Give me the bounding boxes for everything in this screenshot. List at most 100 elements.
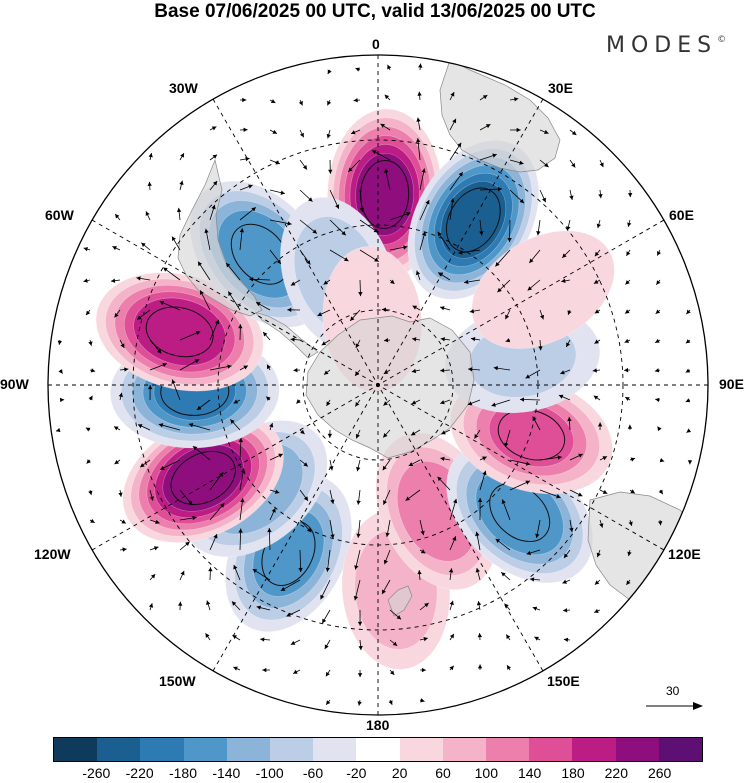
wind-arrow-head: [628, 521, 633, 526]
polar-map: [47, 54, 709, 716]
wind-arrow-head: [514, 97, 519, 102]
wind-arrow-head: [464, 279, 469, 285]
colorbar-tick-label: -180: [168, 765, 198, 781]
colorbar-tick-label: -140: [212, 765, 241, 781]
wind-arrow-head: [192, 515, 197, 521]
wind-arrow-head: [260, 637, 265, 642]
wind-arrow-head: [156, 349, 162, 354]
wind-arrow-head: [383, 433, 388, 438]
wind-arrow-head: [59, 397, 65, 403]
wind-arrow-head: [228, 291, 233, 296]
wind-arrow-head: [382, 589, 386, 595]
wind-arrow-head: [505, 314, 510, 320]
wind-arrow-head: [562, 579, 567, 584]
wind-arrow-head: [148, 153, 153, 158]
wind-arrow-head: [358, 292, 363, 297]
wind-arrow-head: [593, 279, 599, 284]
wind-arrow-head: [272, 129, 277, 134]
wind-arrow-head: [411, 431, 416, 436]
wind-arrow-head: [233, 399, 239, 404]
wind-arrow-head: [330, 499, 335, 504]
wind-arrow-head: [357, 701, 362, 706]
wind-arrow-head: [306, 260, 311, 265]
wind-arrow-head: [567, 416, 572, 422]
wind-arrow-head: [147, 181, 152, 187]
wind-arrow-head: [374, 257, 379, 262]
wind-arrow-head: [136, 276, 141, 281]
wind-arrow-head: [57, 340, 63, 345]
wind-arrow-head: [440, 337, 445, 342]
wind-arrow-head: [240, 468, 246, 473]
wind-arrow-head: [205, 633, 210, 638]
colorbar-swatch: [183, 738, 227, 761]
wind-arrow-head: [266, 396, 271, 401]
wind-arrow-head: [83, 278, 88, 283]
wind-arrow-head: [525, 374, 531, 379]
wind-arrow-head: [159, 300, 165, 306]
colorbar-swatch: [313, 738, 357, 761]
wind-arrow-head: [506, 634, 511, 640]
wind-arrow-head: [658, 489, 663, 495]
wind-arrow-head: [262, 667, 267, 673]
wind-arrow-head: [685, 398, 691, 403]
wind-arrow-head: [137, 424, 143, 429]
wind-arrow-head: [437, 476, 442, 482]
wind-arrow-head: [212, 180, 218, 186]
wind-arrow-head: [351, 130, 356, 135]
anomaly-contour: [133, 297, 226, 366]
parallel-middle: [217, 224, 539, 546]
colorbar-swatch: [54, 738, 98, 761]
wind-arrow-head: [685, 368, 691, 373]
wind-arrow-head: [355, 343, 360, 348]
wind-arrow-head: [421, 231, 427, 236]
wind-arrow-head: [412, 337, 417, 342]
wind-arrow-head: [290, 337, 295, 342]
wind-arrow-head: [303, 496, 309, 501]
africa-landmass: [439, 59, 561, 173]
wind-arrow-head: [479, 231, 484, 236]
wind-arrow-head: [177, 601, 183, 606]
wind-arrow-head: [188, 500, 193, 506]
wind-arrow-head: [280, 586, 286, 591]
wind-arrow-head: [563, 608, 568, 613]
colorbar-tick-label: 100: [474, 765, 499, 781]
wind-arrow-head: [326, 700, 331, 705]
wind-arrow-head: [238, 528, 243, 533]
colorbar-tick-label: 60: [435, 765, 451, 781]
wind-arrow-head: [86, 310, 91, 316]
wind-arrow-head: [270, 99, 276, 103]
brand-name: MODES: [606, 33, 718, 58]
wind-arrow-head: [325, 671, 330, 677]
wind-arrow-head: [251, 207, 256, 212]
wind-arrow-head: [83, 247, 89, 252]
wind-arrow-head: [458, 172, 463, 177]
wind-arrow-head: [440, 306, 445, 311]
wind-arrow-head: [348, 167, 353, 172]
wind-arrow-head: [211, 204, 216, 210]
wind-arrow-head: [476, 601, 482, 606]
wind-arrow-head: [408, 462, 414, 467]
colorbar-tick-label: -20: [346, 765, 367, 781]
wind-arrow-head: [423, 636, 428, 642]
wind-arrow-head: [113, 426, 119, 431]
wind-arrow-head: [85, 427, 91, 432]
lon-label-90w: 90W: [0, 376, 29, 392]
wind-arrow-head: [293, 367, 298, 373]
wind-arrow-head: [248, 184, 253, 189]
wind-arrow-head: [238, 438, 244, 443]
lon-label-30e: 30E: [548, 80, 573, 96]
wind-arrow-head: [383, 401, 388, 406]
wind-arrow-head: [312, 229, 317, 234]
streamline-ring: [497, 409, 566, 461]
wind-arrow-head: [330, 534, 335, 539]
wind-arrow-head: [137, 315, 142, 320]
lon-label-0: 0: [372, 36, 380, 52]
colorbar-ticks: -260 -220 -180 -140 -100 -60 -20 20 60 100 140 180 2…: [0, 765, 750, 783]
wind-arrow-head: [561, 278, 566, 284]
wind-arrow-head: [527, 286, 533, 291]
wind-arrow-head: [594, 580, 600, 585]
modes-logo: MODES©: [606, 33, 726, 58]
wind-arrow-head: [415, 270, 421, 276]
wind-arrow-head: [385, 532, 390, 537]
wind-arrow-head: [122, 547, 127, 552]
